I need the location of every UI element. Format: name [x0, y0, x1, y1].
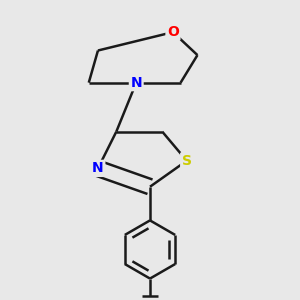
Text: N: N: [92, 161, 104, 176]
Text: S: S: [182, 154, 192, 168]
Text: N: N: [130, 76, 142, 90]
Text: O: O: [167, 25, 179, 39]
